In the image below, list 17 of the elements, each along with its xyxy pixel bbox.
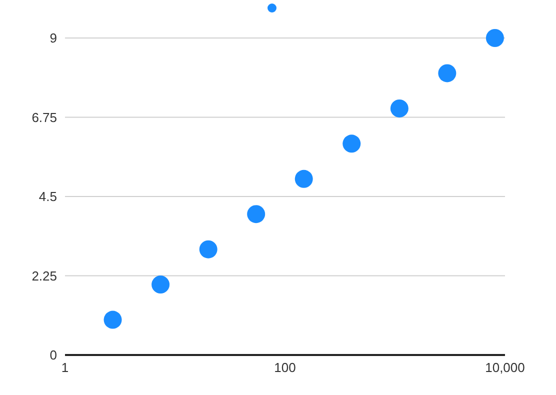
y-tick-label: 4.5 — [38, 189, 57, 204]
point — [199, 240, 218, 258]
point — [104, 310, 122, 329]
x-tick-label: 10,000 — [485, 360, 525, 376]
point — [390, 99, 408, 118]
point — [486, 29, 504, 47]
point — [342, 134, 361, 153]
y-tick-label: 9 — [50, 30, 57, 46]
point — [247, 205, 266, 224]
x-tick-label: 100 — [274, 360, 296, 376]
x-tick-label: 1 — [61, 360, 69, 376]
point — [294, 170, 313, 188]
point — [152, 276, 170, 294]
y-tick-label: 0 — [50, 348, 57, 363]
y-tick-label: 6.75 — [32, 110, 57, 125]
y-tick-label: 2.25 — [32, 268, 57, 284]
point — [438, 64, 456, 82]
